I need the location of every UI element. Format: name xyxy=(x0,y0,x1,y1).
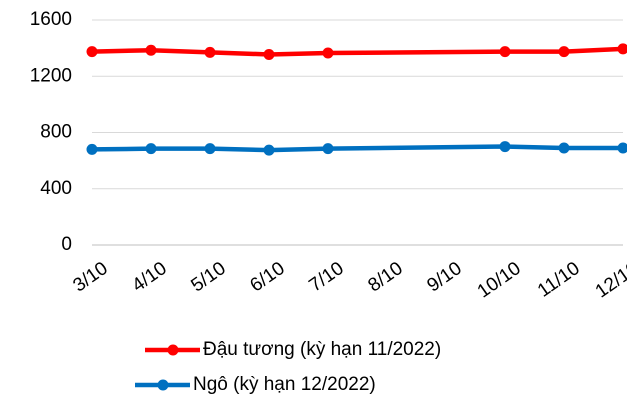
legend-label: Ngô (kỳ hạn 12/2022) xyxy=(193,374,376,395)
data-point xyxy=(263,48,275,60)
data-point xyxy=(204,143,216,155)
data-point xyxy=(263,144,275,156)
data-point xyxy=(617,142,627,154)
x-tick-label: 10/10 xyxy=(474,258,525,302)
data-point xyxy=(86,46,98,58)
legend-marker xyxy=(157,379,169,391)
x-tick-label: 4/10 xyxy=(128,258,170,296)
data-point xyxy=(204,46,216,58)
x-tick-label: 11/10 xyxy=(534,258,584,302)
data-point xyxy=(499,141,511,153)
x-tick-label: 12/10 xyxy=(592,258,627,302)
x-tick-label: 9/10 xyxy=(423,258,465,296)
data-point xyxy=(322,143,334,155)
data-point xyxy=(558,142,570,154)
data-point xyxy=(145,143,157,155)
x-tick-label: 7/10 xyxy=(305,258,347,296)
data-point xyxy=(145,44,157,56)
x-tick-label: 8/10 xyxy=(364,258,406,296)
x-tick-label: 5/10 xyxy=(187,258,229,296)
series-line xyxy=(91,46,624,57)
y-tick-label: 1600 xyxy=(30,9,72,30)
y-tick-label: 0 xyxy=(61,234,72,255)
data-point xyxy=(322,47,334,59)
series-line xyxy=(91,144,623,153)
data-point xyxy=(86,143,98,155)
data-point xyxy=(617,43,627,55)
y-tick-label: 1200 xyxy=(30,65,72,86)
y-tick-label: 400 xyxy=(40,178,72,199)
legend-label: Đậu tương (kỳ hạn 11/2022) xyxy=(203,339,441,360)
y-tick-label: 800 xyxy=(40,122,72,143)
data-point xyxy=(499,46,511,58)
legend-marker xyxy=(167,344,179,356)
data-point xyxy=(558,46,570,58)
x-tick-label: 3/10 xyxy=(69,258,111,296)
x-tick-label: 6/10 xyxy=(246,258,288,296)
